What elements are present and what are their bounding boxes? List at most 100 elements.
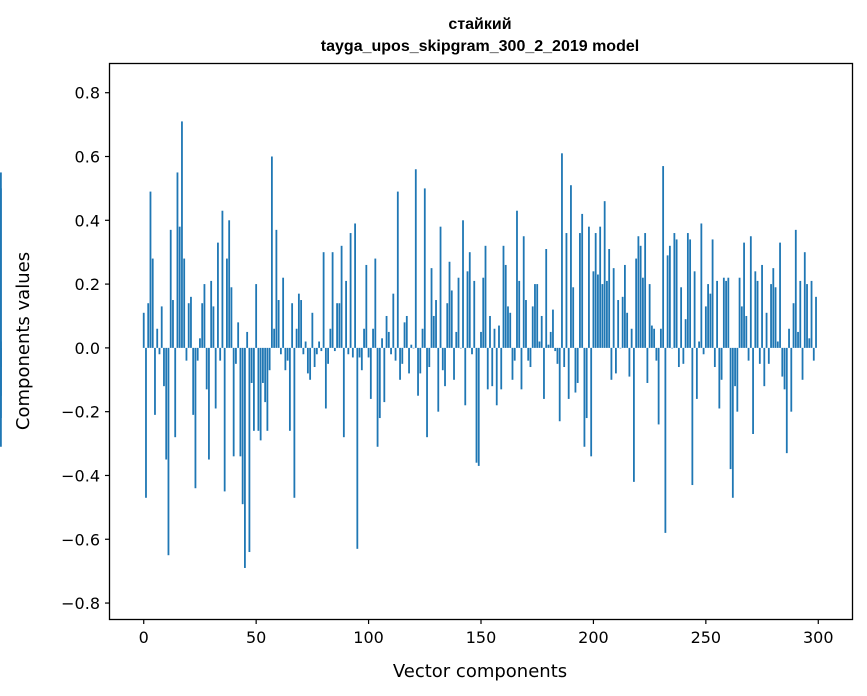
bar-121	[414, 169, 417, 348]
bar-251	[707, 284, 709, 348]
bar-3	[149, 191, 152, 348]
bar-155	[491, 347, 494, 387]
bar-140	[457, 277, 460, 348]
bar-9	[163, 347, 165, 387]
bar-224	[646, 347, 649, 383]
bar-104	[376, 347, 379, 447]
bar-132	[439, 226, 442, 348]
bar-233	[666, 255, 669, 348]
bar-22	[192, 347, 195, 415]
bar-253	[711, 239, 714, 348]
bar-42	[237, 322, 240, 348]
bar-219	[635, 258, 638, 348]
bar-202	[597, 274, 599, 348]
bar-69	[297, 293, 300, 348]
bar-10	[165, 347, 168, 460]
bar-165	[513, 347, 516, 361]
bar-25	[199, 338, 201, 348]
bar-295	[806, 284, 808, 348]
bar-46	[246, 331, 249, 348]
bar-109	[387, 331, 390, 348]
bar-6	[156, 328, 159, 348]
bar-269	[747, 347, 750, 361]
bar-148	[475, 347, 478, 463]
bar-173	[531, 306, 534, 348]
bar-160	[502, 245, 505, 348]
bars-group	[0, 121, 817, 568]
bar-198	[588, 226, 590, 348]
bar-102	[372, 328, 374, 348]
bar-252	[709, 293, 712, 348]
bar-99	[365, 264, 368, 348]
bar-211	[617, 300, 620, 348]
bar-80	[322, 252, 325, 348]
bar-178	[543, 347, 545, 399]
bar-17	[181, 121, 183, 348]
bar-23	[194, 347, 197, 489]
bar-209	[612, 268, 615, 348]
bar-36	[223, 347, 226, 492]
bar-266	[740, 306, 743, 348]
bar-278	[767, 347, 770, 364]
bar-297	[810, 280, 813, 348]
bar-290	[794, 229, 797, 348]
bar-111	[392, 293, 395, 348]
bar-292	[799, 280, 802, 348]
bar-239	[680, 287, 683, 348]
bar-246	[695, 347, 698, 399]
chart-subtitle: tayga_upos_skipgram_300_2_2019 model	[321, 38, 639, 55]
bar-144	[466, 271, 469, 348]
bar-245	[693, 271, 696, 348]
bar-279	[770, 284, 772, 348]
bar-141	[459, 347, 462, 349]
bar-204	[601, 284, 604, 348]
bar-20	[187, 303, 190, 348]
y-tick-label: 0.0	[75, 339, 100, 358]
bar-172	[529, 347, 532, 368]
bar-210	[615, 347, 617, 374]
bar-255	[716, 280, 718, 348]
bar-205	[603, 201, 606, 348]
bar-187	[563, 347, 566, 368]
bar-29	[208, 347, 210, 460]
bar-242	[686, 233, 689, 348]
bar-236	[673, 233, 676, 348]
bar-182	[552, 309, 554, 348]
bar-190	[570, 185, 572, 348]
bar-285	[783, 347, 786, 390]
bar-100	[367, 347, 370, 358]
bar-214	[624, 264, 626, 348]
bar-68	[295, 328, 298, 348]
bar-8	[160, 306, 163, 348]
bar-274	[758, 347, 761, 364]
bar-225	[648, 284, 651, 348]
bar-77	[315, 347, 318, 355]
x-axis-label: Vector components	[393, 661, 567, 682]
bar-5	[154, 347, 156, 415]
bar-188	[565, 233, 568, 348]
y-tick-label: 0.2	[75, 275, 100, 294]
bar-177	[540, 315, 543, 348]
bar-150	[480, 331, 482, 348]
x-tick-label: 300	[803, 628, 834, 647]
bar-11	[167, 347, 170, 556]
bar-154	[489, 315, 491, 348]
bar-52	[259, 347, 262, 441]
bar-undefined	[0, 347, 2, 447]
bar-89	[342, 347, 345, 438]
bar-270	[749, 236, 752, 348]
bar-64	[286, 347, 289, 361]
bar-115	[401, 347, 404, 364]
bar-114	[399, 347, 401, 380]
bar-237	[675, 239, 678, 348]
bar-48	[250, 347, 253, 383]
bar-283	[779, 242, 781, 348]
chart-title: стайкий	[448, 16, 511, 33]
bar-45	[244, 347, 246, 568]
bar-54	[264, 347, 267, 403]
bar-260	[727, 277, 730, 348]
bar-39	[230, 287, 233, 348]
bar-195	[581, 213, 584, 348]
bar-98	[363, 328, 365, 348]
bar-162	[507, 306, 509, 348]
